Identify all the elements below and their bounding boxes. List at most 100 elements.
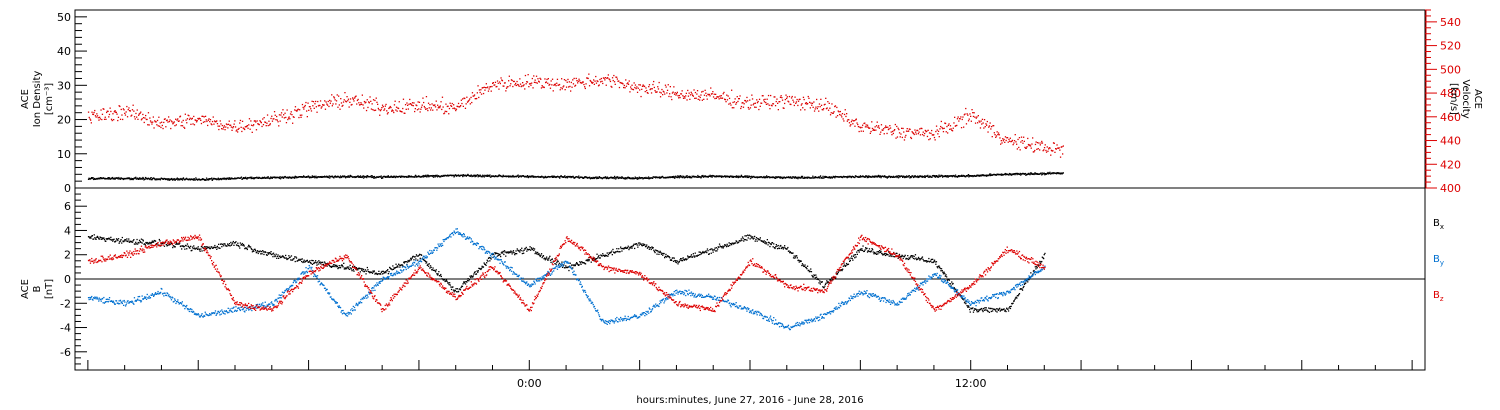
b-point (408, 260, 410, 263)
velocity-point (254, 120, 256, 122)
density-point (735, 176, 737, 178)
velocity-point (876, 121, 878, 123)
b-point (352, 266, 354, 268)
velocity-point (634, 84, 637, 86)
velocity-point (973, 112, 975, 114)
velocity-point (255, 129, 258, 131)
velocity-point (872, 129, 874, 131)
velocity-point (524, 74, 527, 77)
b-point (638, 244, 640, 246)
velocity-point (649, 88, 651, 91)
velocity-point (750, 104, 752, 106)
velocity-point (404, 112, 406, 114)
density-point (720, 176, 723, 178)
b-point (521, 247, 523, 249)
velocity-point (423, 105, 425, 108)
b-point (248, 245, 250, 247)
velocity-point (263, 117, 265, 119)
density-point (806, 176, 808, 178)
velocity-point (543, 86, 545, 89)
b-point (396, 266, 398, 268)
velocity-point (308, 109, 310, 111)
velocity-point (192, 123, 194, 125)
density-point (181, 178, 183, 180)
velocity-point (954, 116, 956, 118)
b-point (232, 242, 234, 244)
b-point (821, 281, 823, 283)
b-point (627, 247, 629, 249)
b-point (369, 272, 371, 274)
b-point (776, 245, 778, 247)
b-point (605, 255, 607, 257)
velocity-point (551, 84, 553, 86)
b-point (863, 250, 865, 252)
velocity-point (242, 127, 244, 129)
b-point (227, 243, 229, 245)
b-point (880, 252, 883, 254)
b-point (768, 241, 770, 243)
b-point (973, 309, 975, 311)
b-point (1009, 307, 1012, 310)
density-point (775, 176, 777, 178)
b-point (714, 247, 716, 249)
velocity-point (744, 100, 747, 102)
velocity-point (864, 126, 867, 128)
density-point (854, 176, 856, 179)
velocity-point (150, 121, 152, 123)
b-point (95, 238, 97, 240)
velocity-point (852, 123, 854, 125)
b-point (115, 240, 117, 242)
density-point (470, 174, 473, 176)
velocity-point (885, 126, 887, 128)
b-point (632, 244, 635, 246)
b-point (295, 256, 297, 258)
velocity-point (117, 116, 120, 118)
velocity-point (906, 128, 908, 130)
velocity-point (682, 97, 685, 99)
b-point (294, 256, 296, 258)
b-point (457, 290, 460, 293)
velocity-point (596, 80, 598, 82)
b-point (117, 238, 120, 240)
b-point (801, 264, 803, 267)
density-point (391, 176, 394, 178)
b-point (727, 245, 730, 247)
b-point (236, 244, 238, 247)
b-point (101, 297, 104, 300)
velocity-point (950, 128, 952, 130)
velocity-point (307, 102, 309, 104)
velocity-point (427, 102, 430, 104)
density-point (302, 176, 304, 178)
velocity-point (424, 107, 426, 109)
b-point (664, 257, 666, 259)
b-point (645, 245, 647, 247)
b-point (111, 238, 113, 241)
b-point (948, 279, 950, 281)
velocity-point (848, 122, 851, 124)
density-point (99, 178, 101, 180)
velocity-point (398, 101, 400, 103)
velocity-point (244, 128, 246, 131)
velocity-point (329, 99, 331, 102)
b-point (533, 248, 536, 250)
velocity-point (710, 87, 712, 89)
density-point (132, 178, 134, 180)
density-point (250, 176, 252, 179)
velocity-point (742, 106, 745, 108)
velocity-point (276, 119, 278, 121)
b-point (831, 279, 834, 281)
b-point (770, 243, 772, 246)
density-point (924, 175, 926, 177)
density-point (130, 178, 132, 180)
velocity-point (778, 101, 780, 103)
velocity-point (198, 118, 200, 120)
density-point (309, 177, 311, 179)
velocity-point (625, 79, 627, 81)
velocity-point (576, 80, 578, 82)
b-point (224, 243, 226, 245)
b-point (726, 243, 728, 245)
density-point (632, 178, 634, 180)
velocity-point (721, 97, 723, 99)
velocity-point (1025, 147, 1027, 149)
velocity-point (533, 81, 536, 83)
